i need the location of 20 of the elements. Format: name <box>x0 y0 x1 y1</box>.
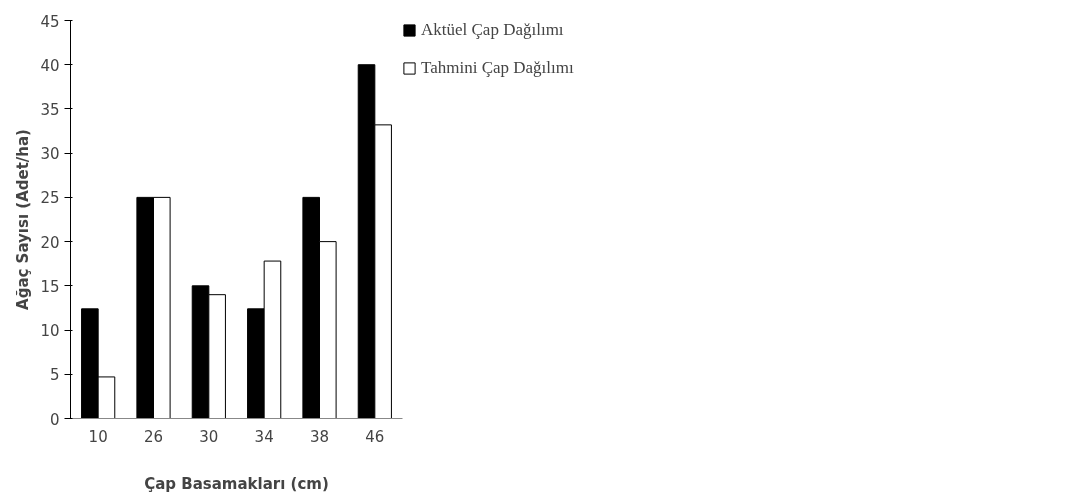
x-tick-label: 30 <box>199 427 219 446</box>
legend-label: Aktüel Çap Dağılımı <box>421 20 564 40</box>
y-tick-label: 35 <box>40 100 60 119</box>
y-tick-label: 10 <box>40 322 60 341</box>
x-tick-label: 34 <box>254 427 274 446</box>
y-tick-label: 5 <box>49 366 60 385</box>
y-tick-label: 15 <box>40 277 60 296</box>
y-tick-label: 0 <box>49 410 60 429</box>
x-tick-label: 38 <box>309 427 330 446</box>
x-tick-label: 46 <box>365 427 385 446</box>
y-tick-label: 20 <box>40 233 60 252</box>
x-tick-label: 10 <box>88 427 108 446</box>
y-tick-label: 30 <box>40 145 60 164</box>
x-axis-title: Çap Basamakları (cm) <box>144 474 329 493</box>
y-tick-label: 45 <box>40 12 60 31</box>
y-tick-label: 40 <box>40 56 60 75</box>
y-axis-title: Ağaç Sayısı (Adet/ha) <box>14 129 33 310</box>
legend-label: Tahmini Çap Dağılımı <box>421 58 574 78</box>
x-tick-label: 26 <box>143 427 164 446</box>
y-tick-label: 25 <box>40 189 60 208</box>
